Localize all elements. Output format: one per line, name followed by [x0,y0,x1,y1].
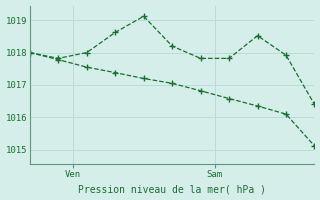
X-axis label: Pression niveau de la mer( hPa ): Pression niveau de la mer( hPa ) [78,184,266,194]
